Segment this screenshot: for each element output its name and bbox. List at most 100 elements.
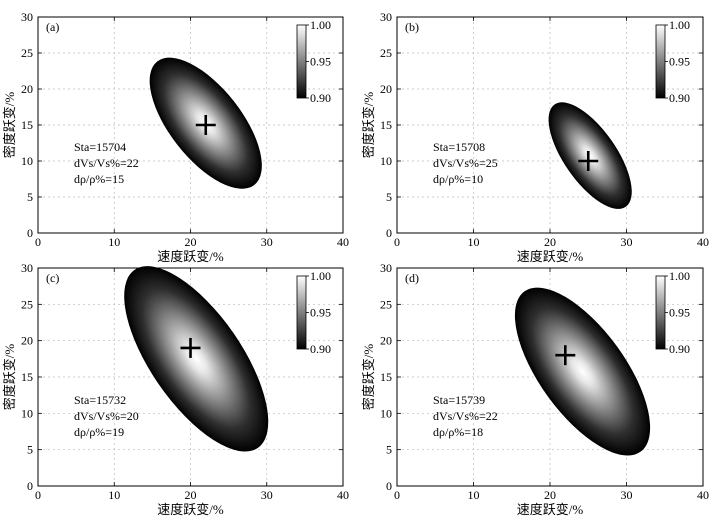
y-tick-label: 5 <box>27 190 33 204</box>
panel-2: 0 10 20 30 40 0 5 10 15 20 25 30 速度跃变/% 密度跃变/% (c) Sta=… <box>2 261 349 517</box>
y-tick-label: 15 <box>380 118 392 132</box>
panel-label: (b) <box>405 20 419 34</box>
x-tick-label: 0 <box>394 235 400 249</box>
colorbar <box>296 275 307 350</box>
colorbar-tick-label: 0.95 <box>669 306 690 320</box>
y-tick-label: 25 <box>21 46 33 60</box>
y-tick-label: 30 <box>380 261 392 275</box>
x-tick-label: 40 <box>697 235 709 249</box>
x-tick-label: 10 <box>468 235 480 249</box>
x-axis-label: 速度跃变/% <box>157 502 224 517</box>
colorbar-tick-label: 0.90 <box>669 91 690 105</box>
y-axis-label: 密度跃变/% <box>361 92 376 159</box>
annotation-velocity-jump: dVs/Vs%=25 <box>433 156 498 170</box>
best-fit-marker <box>578 151 599 171</box>
x-tick-label: 10 <box>468 488 480 502</box>
y-tick-label: 25 <box>380 46 392 60</box>
y-tick-label: 30 <box>380 10 392 24</box>
x-tick-label: 20 <box>544 235 556 249</box>
colorbar <box>655 275 666 350</box>
y-tick-label: 20 <box>21 82 33 96</box>
y-tick-label: 0 <box>386 226 392 240</box>
colorbar <box>655 24 666 99</box>
y-tick-label: 20 <box>21 334 33 348</box>
y-tick-label: 0 <box>27 479 33 493</box>
annotation-station: Sta=15708 <box>433 140 485 154</box>
panel-label: (a) <box>46 20 59 34</box>
x-tick-label: 30 <box>621 488 633 502</box>
y-tick-label: 15 <box>380 370 392 384</box>
x-tick-label: 20 <box>185 235 197 249</box>
panel-label: (d) <box>405 271 419 285</box>
colorbar-tick-label: 1.00 <box>669 18 690 32</box>
annotation-velocity-jump: dVs/Vs%=20 <box>74 409 139 423</box>
panel-1: 0 10 20 30 40 0 5 10 15 20 25 30 速度跃变/% 密度跃变/% (b) Sta=… <box>361 10 709 264</box>
y-axis-label: 密度跃变/% <box>2 344 17 411</box>
annotation-density-jump: dρ/ρ%=15 <box>74 172 124 186</box>
x-axis-label: 速度跃变/% <box>517 502 584 517</box>
annotation-density-jump: dρ/ρ%=10 <box>433 172 483 186</box>
y-tick-label: 10 <box>21 154 33 168</box>
y-tick-label: 30 <box>21 261 33 275</box>
annotation-station: Sta=15732 <box>74 393 126 407</box>
annotation-velocity-jump: dVs/Vs%=22 <box>74 156 139 170</box>
colorbar-tick-label: 0.95 <box>310 55 331 69</box>
x-tick-label: 0 <box>394 488 400 502</box>
x-tick-label: 20 <box>544 488 556 502</box>
annotation-density-jump: dρ/ρ%=19 <box>74 425 124 439</box>
y-axis-label: 密度跃变/% <box>2 92 17 159</box>
best-fit-marker <box>195 115 216 135</box>
y-tick-label: 0 <box>386 479 392 493</box>
y-tick-label: 5 <box>386 190 392 204</box>
y-tick-label: 10 <box>380 406 392 420</box>
x-tick-label: 40 <box>337 235 349 249</box>
panel-3: 0 10 20 30 40 0 5 10 15 20 25 30 速度跃变/% 密度跃变/% (d) Sta=… <box>361 261 709 517</box>
x-tick-label: 0 <box>35 235 41 249</box>
y-tick-label: 20 <box>380 334 392 348</box>
x-tick-label: 40 <box>697 488 709 502</box>
best-fit-marker <box>555 345 576 366</box>
x-tick-label: 10 <box>108 488 120 502</box>
x-axis-label: 速度跃变/% <box>517 249 584 264</box>
y-tick-label: 25 <box>21 297 33 311</box>
panel-0: 0 10 20 30 40 0 5 10 15 20 25 30 速度跃变/% 密度跃变/% (a) Sta=… <box>2 10 349 264</box>
x-tick-label: 40 <box>337 488 349 502</box>
colorbar-tick-label: 0.90 <box>310 91 331 105</box>
y-tick-label: 10 <box>380 154 392 168</box>
x-tick-label: 0 <box>35 488 41 502</box>
x-axis-label: 速度跃变/% <box>157 249 224 264</box>
y-tick-label: 5 <box>27 443 33 457</box>
colorbar-tick-label: 1.00 <box>669 269 690 283</box>
annotation-density-jump: dρ/ρ%=18 <box>433 425 483 439</box>
annotation-station: Sta=15704 <box>74 140 126 154</box>
colorbar-tick-label: 0.90 <box>310 342 331 356</box>
best-fit-marker <box>180 337 201 358</box>
y-tick-label: 30 <box>21 10 33 24</box>
annotation-station: Sta=15739 <box>433 393 485 407</box>
y-tick-label: 10 <box>21 406 33 420</box>
colorbar-tick-label: 1.00 <box>310 269 331 283</box>
misfit-region <box>124 266 269 452</box>
y-tick-label: 25 <box>380 297 392 311</box>
y-tick-label: 5 <box>386 443 392 457</box>
misfit-region <box>514 287 651 456</box>
y-tick-label: 15 <box>21 118 33 132</box>
panel-label: (c) <box>46 271 59 285</box>
colorbar <box>296 24 307 99</box>
y-axis-label: 密度跃变/% <box>361 344 376 411</box>
colorbar-tick-label: 1.00 <box>310 18 331 32</box>
x-tick-label: 30 <box>261 488 273 502</box>
x-tick-label: 30 <box>261 235 273 249</box>
y-tick-label: 20 <box>380 82 392 96</box>
y-tick-label: 0 <box>27 226 33 240</box>
misfit-region <box>548 102 632 209</box>
colorbar-tick-label: 0.90 <box>669 342 690 356</box>
y-tick-label: 15 <box>21 370 33 384</box>
x-tick-label: 30 <box>621 235 633 249</box>
colorbar-tick-label: 0.95 <box>310 306 331 320</box>
x-tick-label: 10 <box>108 235 120 249</box>
annotation-velocity-jump: dVs/Vs%=22 <box>433 409 498 423</box>
colorbar-tick-label: 0.95 <box>669 55 690 69</box>
